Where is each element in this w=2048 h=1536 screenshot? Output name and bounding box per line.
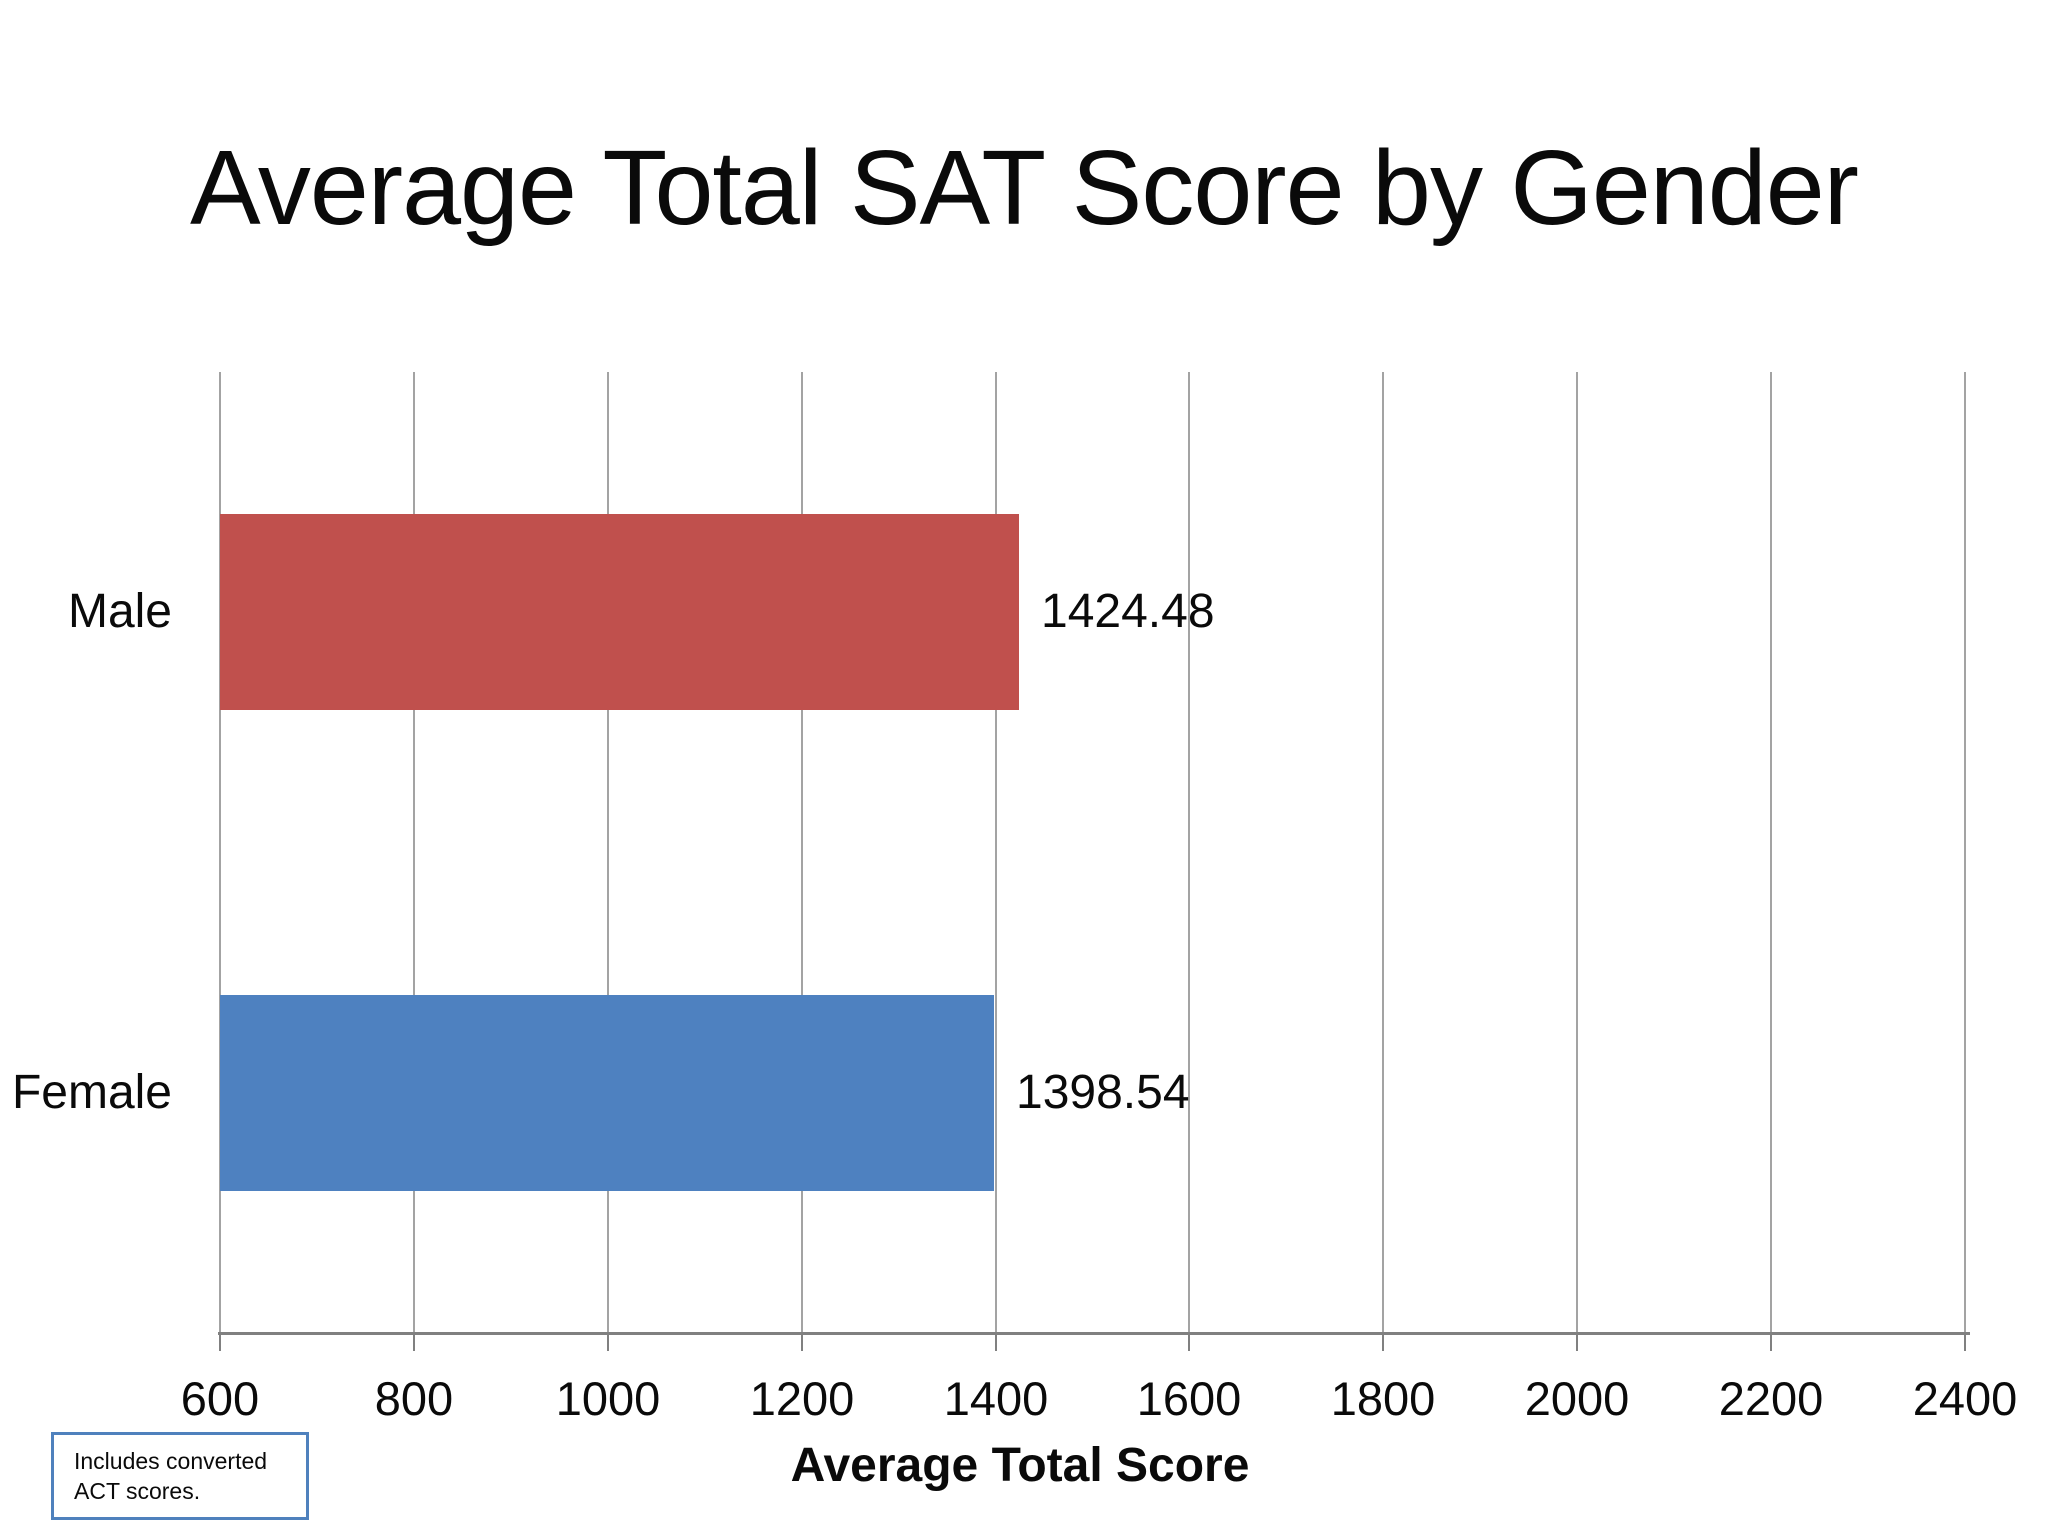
x-tick-label-600: 600 [180, 1372, 260, 1425]
bar-male [220, 514, 1019, 710]
x-axis-title: Average Total Score [790, 1439, 1250, 1492]
x-tick-label-2000: 2000 [1524, 1372, 1630, 1425]
gridline-600 [219, 372, 221, 1333]
x-tick-label-800: 800 [374, 1372, 454, 1425]
value-label-female: 1398.54 [1016, 1066, 1190, 1119]
x-tick-1800 [1382, 1335, 1384, 1351]
gridline-800 [413, 372, 415, 1333]
gridline-1400 [995, 372, 997, 1333]
x-tick-600 [219, 1335, 221, 1351]
x-tick-800 [413, 1335, 415, 1351]
chart-title: Average Total SAT Score by Gender [190, 129, 1859, 247]
gridline-2000 [1576, 372, 1578, 1333]
gridline-2400 [1964, 372, 1966, 1333]
category-label-male: Male [67, 585, 172, 638]
x-tick-1200 [801, 1335, 803, 1351]
gridline-1000 [607, 372, 609, 1333]
gridline-1800 [1382, 372, 1384, 1333]
x-tick-label-1600: 1600 [1136, 1372, 1242, 1425]
footnote-box: Includes converted ACT scores. [51, 1432, 309, 1520]
gridline-1200 [801, 372, 803, 1333]
category-label-female: Female [11, 1066, 172, 1119]
gridline-2200 [1770, 372, 1772, 1333]
x-tick-2200 [1770, 1335, 1772, 1351]
bar-female [220, 995, 994, 1191]
footnote-text: Includes converted ACT scores. [74, 1448, 268, 1504]
x-axis-line [218, 1332, 1970, 1335]
x-tick-1000 [607, 1335, 609, 1351]
value-label-male: 1424.48 [1041, 585, 1215, 638]
x-tick-label-1800: 1800 [1330, 1372, 1436, 1425]
x-tick-label-1400: 1400 [943, 1372, 1049, 1425]
gridline-1600 [1188, 372, 1190, 1333]
x-tick-label-1000: 1000 [555, 1372, 661, 1425]
x-tick-label-1200: 1200 [749, 1372, 855, 1425]
x-tick-1600 [1188, 1335, 1190, 1351]
x-tick-label-2400: 2400 [1912, 1372, 2018, 1425]
x-tick-1400 [995, 1335, 997, 1351]
x-tick-label-2200: 2200 [1718, 1372, 1824, 1425]
x-tick-2400 [1964, 1335, 1966, 1351]
x-tick-2000 [1576, 1335, 1578, 1351]
